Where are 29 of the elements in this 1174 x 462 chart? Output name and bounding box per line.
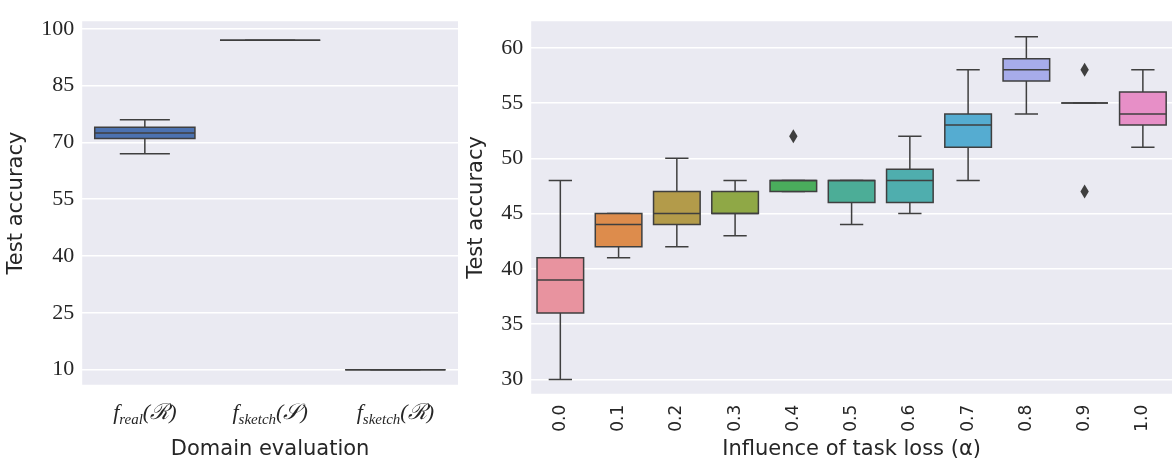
y-tick-label: 40 <box>52 241 75 267</box>
x-axis-title: Domain evaluation <box>170 435 370 460</box>
y-tick-label: 85 <box>52 71 75 97</box>
x-axis-title: Influence of task loss (α) <box>722 435 981 460</box>
y-tick-label: 25 <box>52 298 75 324</box>
x-tick-label: 0.1 <box>607 404 627 432</box>
y-tick-label: 55 <box>501 88 524 114</box>
x-tick-label: 0.9 <box>1073 404 1094 432</box>
x-tick-label: 0.5 <box>840 404 861 432</box>
y-tick-label: 40 <box>501 254 524 280</box>
y-tick-label: 30 <box>501 365 524 391</box>
y-tick-label: 55 <box>52 184 75 210</box>
y-tick-label: 60 <box>501 33 524 59</box>
x-tick-label: 0.3 <box>723 404 744 432</box>
x-tick-label: 0.8 <box>1014 404 1035 432</box>
y-tick-label: 45 <box>501 199 524 225</box>
x-tick-label: 0.7 <box>956 404 977 432</box>
x-tick-label: 0.6 <box>898 404 919 432</box>
y-tick-label: 70 <box>52 128 75 154</box>
x-tick-label: 1.0 <box>1131 404 1152 432</box>
x-tick-label: 0.4 <box>781 404 802 432</box>
y-tick-label: 35 <box>501 309 524 335</box>
x-tick-label: 0.2 <box>665 404 686 432</box>
y-tick-label: 50 <box>501 144 524 170</box>
y-tick-label: 10 <box>52 355 75 381</box>
y-axis-title: Test accuracy <box>463 136 488 280</box>
y-axis-title: Test accuracy <box>3 131 28 276</box>
x-tick-label: 0.0 <box>548 404 569 432</box>
y-tick-label: 100 <box>41 14 75 40</box>
